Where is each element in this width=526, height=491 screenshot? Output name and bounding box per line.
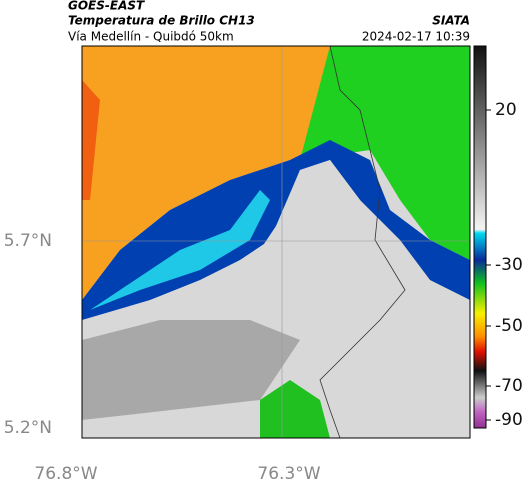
satellite-image: [82, 46, 470, 438]
lon-label: 76.8°W: [34, 464, 97, 484]
source: SIATA: [432, 14, 470, 28]
lat-label: 5.7°N: [4, 231, 52, 251]
colorbar-tick-label: -30: [495, 255, 523, 275]
route: Vía Medellín - Quibdó 50km: [68, 30, 234, 44]
colorbar-tick-label: -90: [495, 410, 523, 430]
timestamp: 2024-02-17 10:39: [362, 30, 470, 44]
lon-label: 76.3°W: [257, 464, 320, 484]
colorbar-ticks: 20 -30 -50 -70 -90: [486, 100, 523, 430]
map-frame: [81, 45, 471, 439]
colorbar-tick-label: 20: [495, 100, 517, 120]
colorbar: [473, 45, 487, 429]
colorbar-tick-label: -70: [495, 376, 523, 396]
lat-label: 5.2°N: [4, 418, 52, 438]
colorbar-tick-label: -50: [495, 316, 523, 336]
title: GOES-EAST: [68, 0, 145, 13]
subtitle: Temperatura de Brillo CH13: [68, 14, 255, 28]
